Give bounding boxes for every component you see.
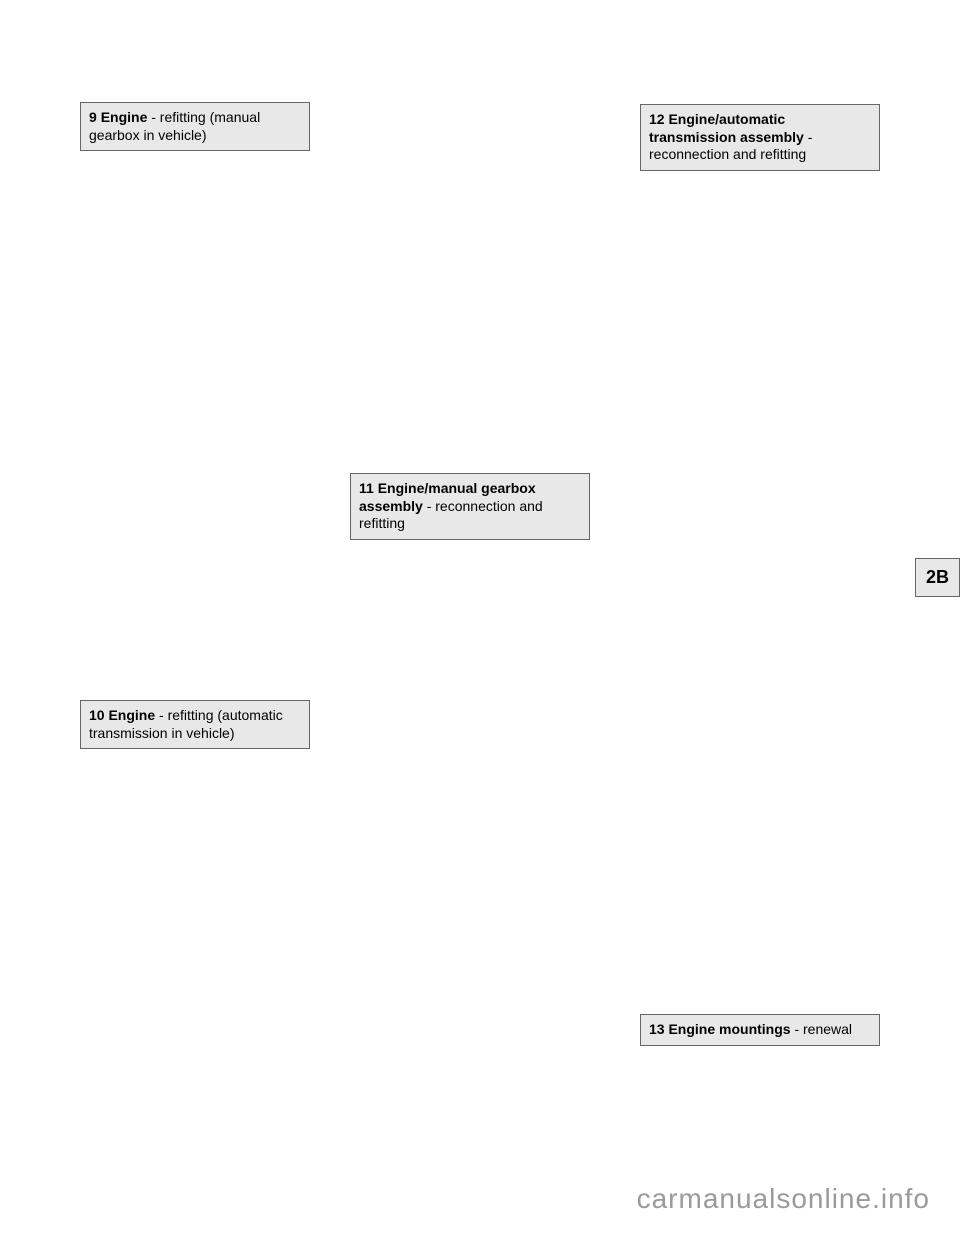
section-number: 12 — [649, 111, 665, 127]
section-heading-10: 10 Engine - refitting (automatic transmi… — [80, 700, 310, 749]
section-number: 10 — [89, 707, 105, 723]
section-number: 11 — [359, 480, 374, 496]
section-heading-13: 13 Engine mountings - renewal — [640, 1014, 880, 1046]
section-lead-text: Engine — [101, 109, 148, 125]
section-lead-text: Engine mountings — [668, 1021, 790, 1037]
section-lead: Engine mountings - renewal — [668, 1021, 852, 1037]
section-lead: Engine - refitting (manual gearbox in ve… — [89, 109, 260, 143]
section-lead: Engine - refitting (automatic transmissi… — [89, 707, 283, 741]
section-number: 9 — [89, 109, 97, 125]
section-lead-text: Engine/automatic transmission assembly — [649, 111, 804, 145]
section-number: 13 — [649, 1021, 665, 1037]
section-heading-12: 12 Engine/automatic transmission assembl… — [640, 104, 880, 171]
chapter-tab: 2B — [915, 558, 960, 597]
section-lead: Engine/manual gearbox assembly - reconne… — [359, 480, 543, 531]
section-rest-text: - renewal — [791, 1021, 852, 1037]
page: 9 Engine - refitting (manual gearbox in … — [0, 0, 960, 1235]
section-lead: Engine/automatic transmission assembly -… — [649, 111, 812, 162]
section-lead-text: Engine — [108, 707, 155, 723]
section-heading-11: 11 Engine/manual gearbox assembly - reco… — [350, 473, 590, 540]
section-heading-9: 9 Engine - refitting (manual gearbox in … — [80, 102, 310, 151]
watermark: carmanualsonline.info — [637, 1183, 930, 1215]
